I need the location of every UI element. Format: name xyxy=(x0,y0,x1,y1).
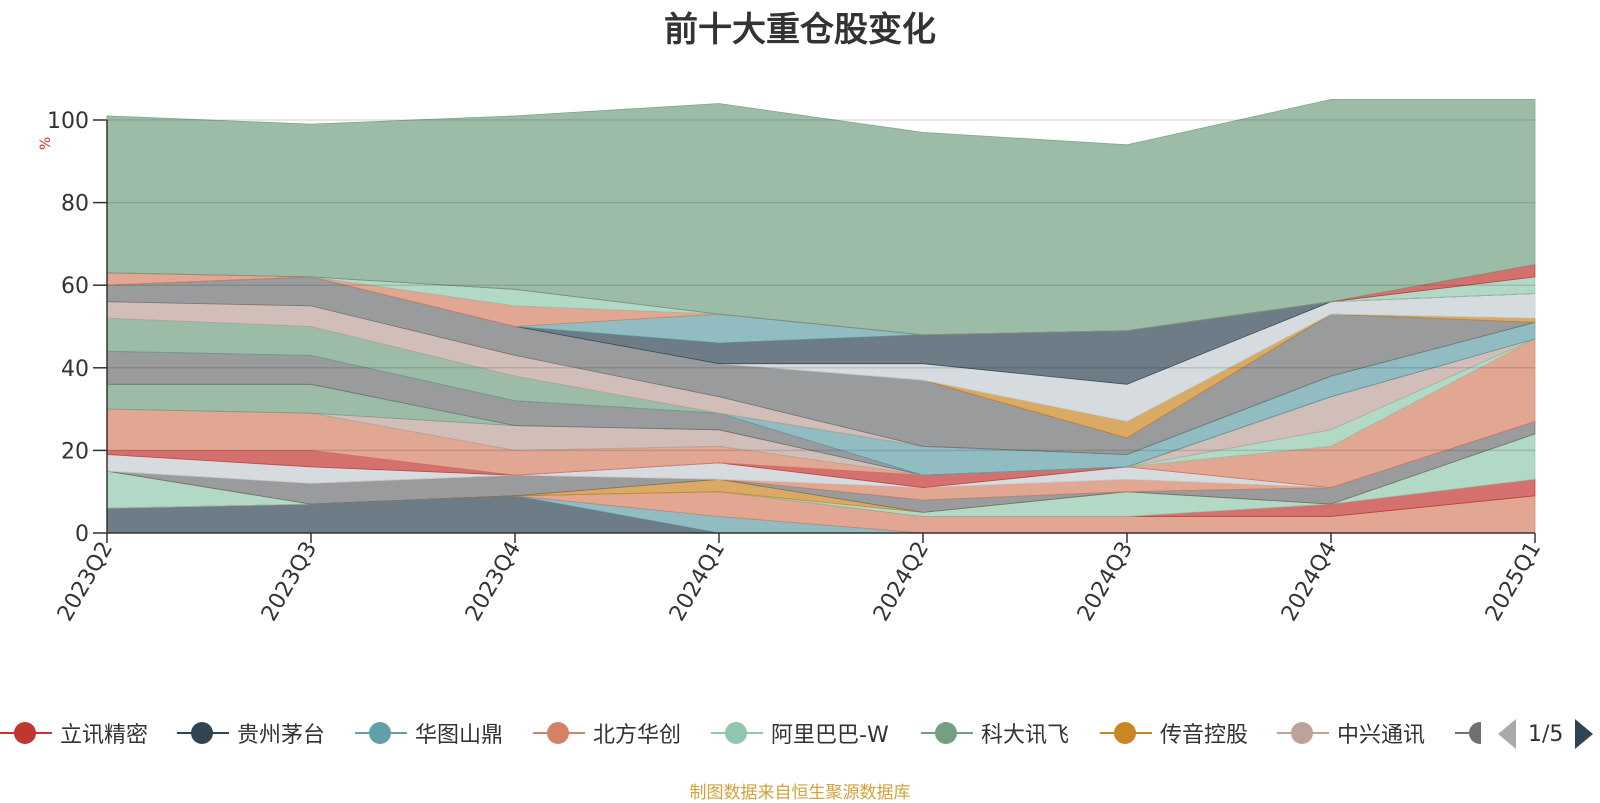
legend-marker-icon xyxy=(1100,716,1152,750)
x-tick-label: 2025Q1 xyxy=(1481,538,1546,626)
legend-item[interactable]: 传音控股 xyxy=(1100,716,1248,750)
area-series-group xyxy=(106,99,1536,534)
legend-marker-icon xyxy=(177,716,229,750)
chart-title: 前十大重仓股变化 xyxy=(664,10,936,50)
legend-item[interactable] xyxy=(1455,716,1481,750)
x-tick-label: 2023Q2 xyxy=(53,538,118,626)
area-band-27 xyxy=(106,99,1536,336)
legend-label: 阿里巴巴-W xyxy=(771,723,889,748)
x-tick-label: 2024Q4 xyxy=(1277,538,1342,626)
x-tick-label: 2024Q1 xyxy=(665,538,730,626)
legend-marker-icon xyxy=(533,716,585,750)
legend-pager: 1/5 xyxy=(1498,718,1594,750)
legend-marker-icon xyxy=(711,716,763,750)
stacked-area-chart: 0 20 40 60 80 100 2023Q2 2023Q3 2023Q4 2024Q1 2024… xyxy=(47,99,1546,626)
legend: 立讯精密 贵州茅台 华图山鼎 北方华创 阿里巴巴-W 科大讯飞 传音控股 中兴通讯 xyxy=(0,716,1600,750)
legend-label: 立讯精密 xyxy=(60,723,149,748)
x-tick-label: 2023Q4 xyxy=(461,538,526,626)
legend-item[interactable]: 华图山鼎 xyxy=(355,716,503,750)
legend-item[interactable]: 北方华创 xyxy=(533,716,681,750)
legend-item[interactable]: 阿里巴巴-W xyxy=(711,716,889,750)
x-tick-label: 2024Q2 xyxy=(869,538,934,626)
legend-marker-icon xyxy=(355,716,407,750)
legend-marker-icon xyxy=(1455,716,1481,750)
y-tick-label: 100 xyxy=(47,109,89,134)
legend-label: 科大讯飞 xyxy=(981,723,1070,748)
legend-label: 北方华创 xyxy=(593,723,682,748)
y-tick-label: 20 xyxy=(61,439,89,464)
legend-item[interactable]: 科大讯飞 xyxy=(921,716,1069,750)
legend-item[interactable]: 贵州茅台 xyxy=(177,716,325,750)
legend-marker-icon xyxy=(1277,716,1329,750)
legend-label: 中兴通讯 xyxy=(1337,723,1426,748)
legend-label: 贵州茅台 xyxy=(237,723,326,748)
legend-marker-icon xyxy=(0,716,52,750)
legend-label: 传音控股 xyxy=(1160,723,1249,748)
legend-item[interactable]: 立讯精密 xyxy=(0,716,148,750)
y-tick-label: 60 xyxy=(61,274,89,299)
legend-item[interactable]: 中兴通讯 xyxy=(1277,716,1425,750)
source-note: 制图数据来自恒生聚源数据库 xyxy=(689,783,911,803)
legend-prev-arrow-icon[interactable] xyxy=(1498,719,1516,749)
legend-label: 华图山鼎 xyxy=(415,723,504,748)
legend-next-arrow-icon[interactable] xyxy=(1575,719,1594,749)
y-tick-label: 80 xyxy=(61,192,89,217)
legend-marker-icon xyxy=(921,716,973,750)
y-tick-label: 40 xyxy=(61,357,89,382)
y-tick-label: 0 xyxy=(75,522,89,547)
x-tick-label: 2023Q3 xyxy=(257,538,322,626)
legend-page-indicator: 1/5 xyxy=(1528,721,1564,747)
x-tick-label: 2024Q3 xyxy=(1073,538,1138,626)
